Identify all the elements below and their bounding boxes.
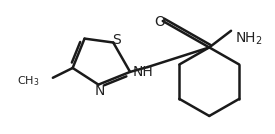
Text: S: S [112, 33, 121, 47]
Text: CH$_3$: CH$_3$ [16, 74, 39, 88]
Text: NH$_2$: NH$_2$ [235, 30, 263, 47]
Text: N: N [94, 84, 104, 98]
Text: O: O [154, 15, 165, 29]
Text: NH: NH [133, 65, 153, 79]
